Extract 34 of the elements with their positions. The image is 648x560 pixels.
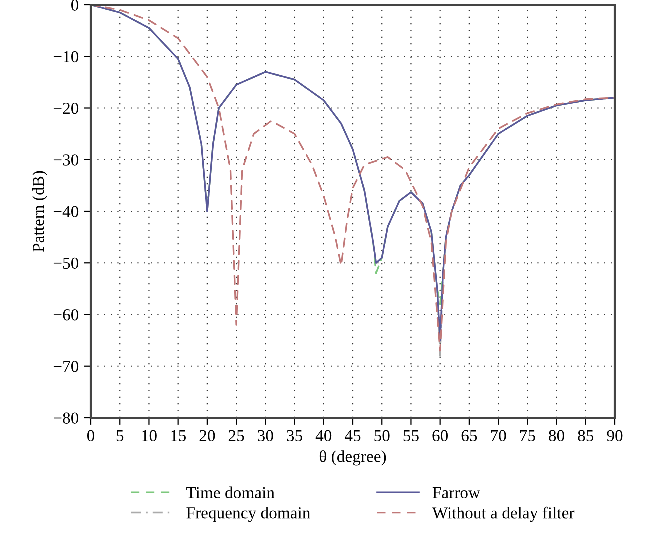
x-tick-label: 80 <box>549 430 564 442</box>
y-tick-label: −70 <box>54 361 79 372</box>
y-tick-label: 0 <box>71 0 79 11</box>
y-tick-label: −60 <box>54 309 79 321</box>
x-tick-label: 10 <box>142 430 157 442</box>
y-axis-title: Pattern (dB) <box>32 171 48 252</box>
x-tick-label: 45 <box>344 430 361 442</box>
y-tick-label: −40 <box>54 206 79 218</box>
legend-label: Time domain <box>186 486 275 499</box>
x-tick-label: 50 <box>374 430 390 442</box>
x-tick-label: 70 <box>491 430 506 442</box>
x-tick-label: 0 <box>87 430 95 442</box>
x-tick-label: 25 <box>228 430 244 442</box>
x-tick-label: 65 <box>462 430 478 442</box>
x-tick-label: 30 <box>258 430 274 442</box>
x-tick-label: 40 <box>316 430 332 442</box>
x-tick-label: 15 <box>171 430 186 442</box>
legend-label: Frequency domain <box>186 507 310 522</box>
y-tick-label: −20 <box>54 102 79 114</box>
x-tick-label: 55 <box>404 430 419 442</box>
y-tick-label: −30 <box>54 154 79 166</box>
x-tick-label: 60 <box>432 430 448 442</box>
x-tick-label: 20 <box>200 430 216 442</box>
y-tick-label: −80 <box>54 412 79 424</box>
x-tick-label: 5 <box>116 430 124 442</box>
x-tick-label: 90 <box>607 430 623 442</box>
legend-label: Farrow <box>432 487 480 499</box>
x-tick-label: 75 <box>520 430 536 442</box>
x-axis-title: θ (degree) <box>320 450 386 466</box>
x-tick-label: 85 <box>578 430 594 442</box>
x-tick-label: 35 <box>287 430 302 442</box>
legend-label: Without a delay filter <box>432 506 575 522</box>
y-tick-label: −50 <box>54 258 79 270</box>
y-tick-label: −10 <box>54 51 79 63</box>
